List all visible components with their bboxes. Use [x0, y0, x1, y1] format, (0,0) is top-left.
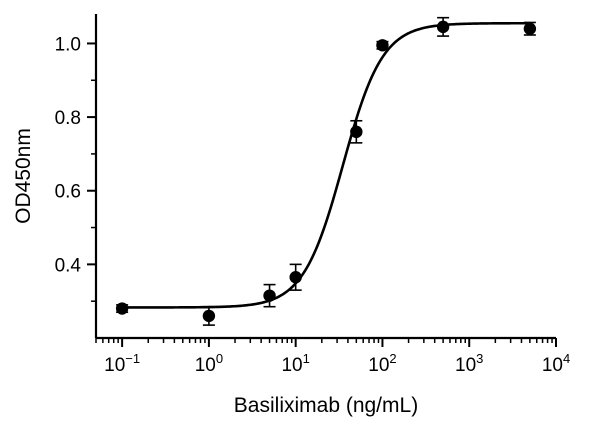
- data-point: [263, 289, 276, 302]
- data-point-group: [436, 16, 450, 37]
- data-point: [436, 20, 450, 34]
- y-tick-label: 0.4: [55, 255, 82, 276]
- y-tick-label: 0.6: [55, 182, 81, 203]
- x-tick-label: 102: [368, 351, 396, 376]
- data-point: [523, 22, 537, 35]
- data-point-group: [263, 283, 276, 308]
- x-tick-label: 100: [195, 351, 223, 376]
- data-point-group: [115, 302, 129, 315]
- data-point: [350, 125, 363, 139]
- data-points: [115, 16, 537, 326]
- data-point-group: [202, 305, 216, 326]
- data-point-group: [376, 39, 389, 52]
- y-axis-title: OD450nm: [12, 128, 35, 224]
- y-tick-label: 1.0: [55, 34, 81, 55]
- x-axis-title: Basiliximab (ng/mL): [234, 394, 418, 417]
- x-tick-label: 104: [542, 351, 570, 376]
- y-axis-ticks: 0.4 0.6 0.8 1.0: [55, 34, 96, 302]
- data-point-group: [289, 263, 302, 291]
- x-axis-ticks: 10−1 100 101 102 103 104: [95, 338, 570, 376]
- x-tick-label: 10−1: [104, 351, 140, 376]
- data-point: [202, 309, 216, 323]
- y-tick-label: 0.8: [55, 108, 81, 129]
- data-point: [289, 271, 302, 284]
- data-point-group: [350, 119, 363, 144]
- data-point: [376, 39, 389, 52]
- fit-curve: [122, 21, 530, 309]
- x-tick-label: 103: [455, 351, 483, 376]
- data-point-group: [523, 21, 537, 36]
- x-tick-label: 101: [281, 351, 309, 376]
- axes: [94, 14, 556, 340]
- data-point: [115, 302, 129, 315]
